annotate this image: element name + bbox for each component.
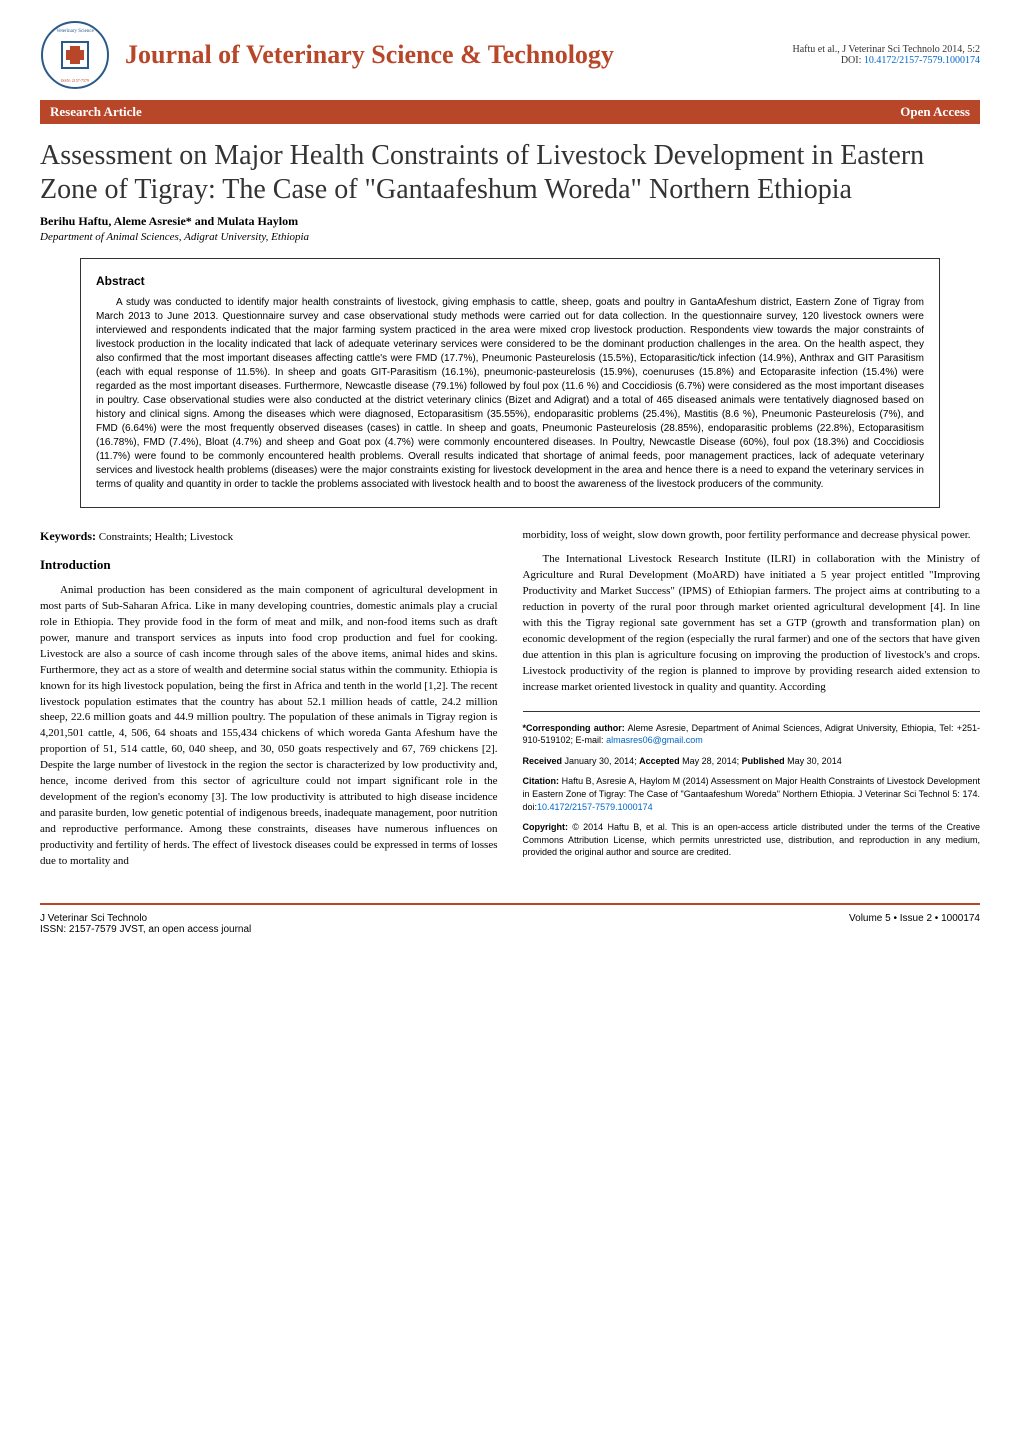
article-type: Research Article	[50, 104, 142, 120]
received-label: Received	[523, 756, 563, 766]
intro-para-2: The International Livestock Research Ins…	[523, 552, 981, 695]
intro-para-1: Animal production has been considered as…	[40, 583, 498, 870]
accepted-date: May 28, 2014;	[680, 756, 742, 766]
corresp-label: *Corresponding author:	[523, 723, 625, 733]
journal-block: Veterinary Science ISSN: 2157-7579 Journ…	[40, 20, 614, 90]
authors: Berihu Haftu, Aleme Asresie* and Mulata …	[40, 214, 980, 229]
footer-issn: ISSN: 2157-7579 JVST, an open access jou…	[40, 924, 251, 935]
svg-text:ISSN: 2157-7579: ISSN: 2157-7579	[61, 78, 89, 83]
citation-label: Citation:	[523, 776, 560, 786]
keywords-text: Constraints; Health; Livestock	[96, 531, 233, 543]
accepted-label: Accepted	[639, 756, 680, 766]
doi-link[interactable]: 10.4172/2157-7579.1000174	[864, 55, 980, 66]
header-row: Veterinary Science ISSN: 2157-7579 Journ…	[40, 20, 980, 90]
abstract-box: Abstract A study was conducted to identi…	[80, 258, 940, 508]
keywords-label: Keywords:	[40, 529, 96, 543]
right-column: morbidity, loss of weight, slow down gro…	[523, 528, 981, 873]
left-column: Keywords: Constraints; Health; Livestock…	[40, 528, 498, 873]
copyright-text: © 2014 Haftu B, et al. This is an open-a…	[523, 822, 981, 857]
intro-para-1-cont: morbidity, loss of weight, slow down gro…	[523, 528, 981, 544]
copyright-block: Copyright: © 2014 Haftu B, et al. This i…	[523, 821, 981, 859]
doi-label: DOI:	[841, 55, 864, 66]
page-footer: J Veterinar Sci Technolo ISSN: 2157-7579…	[40, 903, 980, 935]
journal-title: Journal of Veterinary Science & Technolo…	[125, 41, 614, 70]
journal-logo-icon: Veterinary Science ISSN: 2157-7579	[40, 20, 110, 90]
article-type-bar: Research Article Open Access	[40, 100, 980, 124]
citation-doi[interactable]: 10.4172/2157-7579.1000174	[537, 802, 653, 812]
footer-right: Volume 5 • Issue 2 • 1000174	[849, 913, 980, 935]
corresponding-author: *Corresponding author: Aleme Asresie, De…	[523, 722, 981, 747]
corresp-email[interactable]: almasres06@gmail.com	[606, 735, 703, 745]
citation-block: Haftu et al., J Veterinar Sci Technolo 2…	[793, 44, 981, 66]
open-access-label: Open Access	[900, 104, 970, 120]
received-date: January 30, 2014;	[562, 756, 639, 766]
published-date: May 30, 2014	[785, 756, 842, 766]
article-title: Assessment on Major Health Constraints o…	[40, 139, 980, 206]
copyright-label: Copyright:	[523, 822, 569, 832]
article-dates: Received January 30, 2014; Accepted May …	[523, 755, 981, 768]
published-label: Published	[742, 756, 785, 766]
abstract-heading: Abstract	[96, 274, 924, 288]
citation-line: Haftu et al., J Veterinar Sci Technolo 2…	[793, 44, 981, 55]
abstract-text: A study was conducted to identify major …	[96, 296, 924, 492]
body-columns: Keywords: Constraints; Health; Livestock…	[40, 528, 980, 873]
citation-block: Citation: Haftu B, Asresie A, Haylom M (…	[523, 775, 981, 813]
footer-left: J Veterinar Sci Technolo ISSN: 2157-7579…	[40, 913, 251, 935]
keywords-line: Keywords: Constraints; Health; Livestock	[40, 528, 498, 546]
affiliation: Department of Animal Sciences, Adigrat U…	[40, 231, 980, 243]
introduction-heading: Introduction	[40, 556, 498, 575]
svg-text:Veterinary Science: Veterinary Science	[56, 29, 94, 34]
correspondence-box: *Corresponding author: Aleme Asresie, De…	[523, 711, 981, 859]
doi-line: DOI: 10.4172/2157-7579.1000174	[793, 55, 981, 66]
footer-journal-abbrev: J Veterinar Sci Technolo	[40, 913, 251, 924]
